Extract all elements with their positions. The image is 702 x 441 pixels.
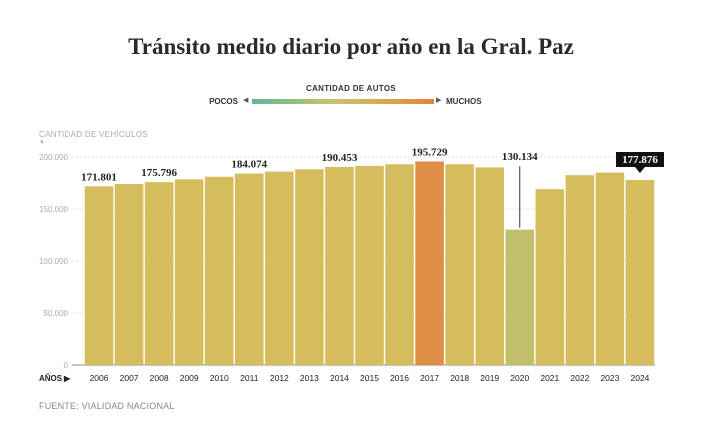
bar-2016: [385, 164, 414, 365]
x-tick-label: 2006: [90, 373, 109, 383]
bar-2007: [114, 184, 144, 365]
bar-2008: [144, 182, 174, 365]
chart-title: Tránsito medio diario por año en la Gral…: [128, 34, 574, 59]
data-label-2017: 195.729: [412, 146, 448, 158]
y-tick-label: 0: [64, 361, 69, 370]
bar-2012: [265, 171, 294, 365]
y-tick-label: 100.000: [39, 257, 68, 266]
x-tick-label: 2012: [270, 373, 289, 383]
bar-2022: [565, 175, 595, 365]
legend-high-label: MUCHOS: [446, 97, 482, 106]
x-tick-label: 2024: [631, 373, 650, 383]
y-tick-label: 50.000: [44, 309, 69, 318]
x-tick-label: 2023: [600, 373, 619, 383]
y-tick-label: 200.000: [39, 153, 68, 162]
arrow-right-icon: ▶: [436, 97, 442, 104]
y-axis-label: CANTIDAD DE VEHÍCULOS: [39, 130, 148, 139]
arrow-right-icon: ▶: [63, 374, 71, 383]
x-axis-label: AÑOS: [39, 374, 63, 383]
bar-2021: [535, 189, 565, 365]
data-label-2006: 171.801: [81, 171, 117, 183]
data-label-2014: 190.453: [322, 152, 358, 164]
data-label-2011: 184.074: [231, 159, 267, 171]
source-note: FUENTE: VIALIDAD NACIONAL: [39, 401, 175, 411]
x-tick-label: 2007: [120, 373, 139, 383]
legend-gradient: [252, 99, 434, 104]
data-label-2020: 130.134: [502, 151, 538, 163]
arrow-left-icon: ◀: [243, 97, 249, 104]
legend-low-label: POCOS: [209, 97, 238, 106]
x-tick-label: 2016: [390, 373, 409, 383]
x-tick-label: 2018: [450, 373, 469, 383]
color-legend: POCOS ◀ ▶ MUCHOS: [0, 96, 702, 108]
x-tick-label: 2019: [480, 373, 499, 383]
x-tick-label: 2022: [570, 373, 589, 383]
bar-2010: [204, 176, 234, 365]
bar-2015: [355, 165, 384, 365]
bar-2014: [325, 166, 354, 365]
x-tick-label: 2021: [540, 373, 559, 383]
x-tick-label: 2020: [510, 373, 529, 383]
bar-2018: [445, 164, 474, 365]
highlight-label-box: [615, 152, 664, 168]
x-tick-label: 2015: [360, 373, 379, 383]
data-label-2008: 175.796: [141, 167, 177, 179]
x-tick-label: 2013: [300, 373, 319, 383]
bar-2011: [235, 173, 264, 365]
x-tick-label: 2017: [420, 373, 439, 383]
x-tick-label: 2014: [330, 373, 349, 383]
y-tick-label: 150.000: [39, 205, 68, 214]
data-label-2024: 177.876: [622, 154, 658, 166]
bar-2009: [174, 179, 204, 365]
legend-title: CANTIDAD DE AUTOS: [306, 84, 396, 93]
bar-2024: [625, 180, 655, 365]
x-tick-label: 2011: [240, 373, 259, 383]
bar-2006: [84, 186, 114, 365]
x-tick-label: 2009: [180, 373, 199, 383]
x-tick-label: 2008: [150, 373, 169, 383]
bar-2023: [595, 172, 625, 365]
bar-2017: [415, 161, 444, 365]
bar-2013: [295, 169, 324, 365]
x-tick-label: 2010: [210, 373, 229, 383]
arrow-down-icon: ▼: [39, 140, 45, 146]
highlight-label-pointer: [634, 167, 645, 174]
bar-2020: [505, 229, 535, 365]
bar-2019: [475, 167, 504, 365]
